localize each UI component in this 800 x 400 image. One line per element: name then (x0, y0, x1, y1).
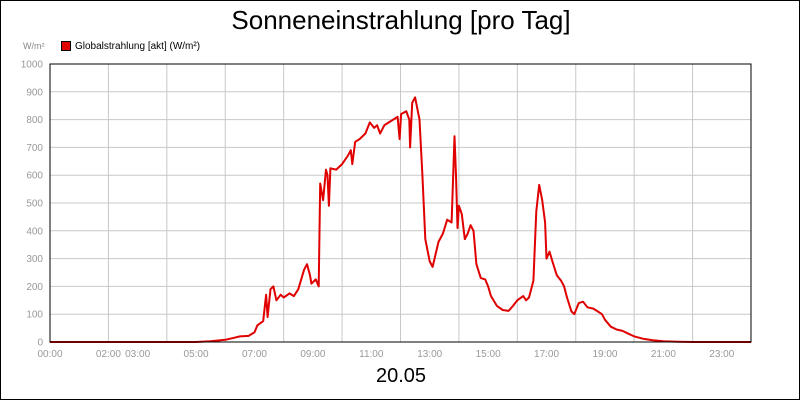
legend: Globalstrahlung [akt] (W/m²) (61, 39, 200, 53)
x-tick-label: 00:00 (37, 349, 62, 360)
y-tick-label: 700 (26, 143, 43, 154)
plot-border (49, 63, 752, 343)
x-tick-label: 17:00 (534, 349, 559, 360)
y-tick-label: 100 (26, 310, 43, 321)
x-tick-label: 05:00 (184, 349, 209, 360)
y-tick-label: 500 (26, 199, 43, 210)
x-axis-date-label: 20.05 (375, 365, 427, 387)
x-tick-label: 23:00 (709, 349, 734, 360)
legend-swatch (61, 41, 71, 51)
y-tick-label: 1000 (21, 60, 44, 71)
x-tick-label: 13:00 (417, 349, 442, 360)
x-tick-label: 21:00 (651, 349, 676, 360)
chart-title: Sonneneinstrahlung [pro Tag] (231, 5, 571, 35)
x-tick-label: 02:00 (96, 349, 121, 360)
y-tick-label: 600 (26, 171, 43, 182)
y-axis-unit-label: W/m² (23, 41, 45, 51)
x-tick-label: 03:00 (125, 349, 150, 360)
x-tick-label: 15:00 (476, 349, 501, 360)
x-tick-label: 19:00 (592, 349, 617, 360)
y-tick-label: 200 (26, 282, 43, 293)
y-tick-label: 300 (26, 254, 43, 265)
y-tick-label: 0 (37, 338, 43, 349)
legend-label: Globalstrahlung [akt] (W/m²) (75, 40, 201, 52)
series-line (50, 96, 751, 343)
x-tick-label: 11:00 (359, 349, 384, 360)
y-tick-label: 400 (26, 226, 43, 237)
x-tick-label: 07:00 (242, 349, 267, 360)
x-tick-label: 09:00 (300, 349, 325, 360)
y-tick-label: 800 (26, 115, 43, 126)
y-tick-label: 900 (26, 87, 43, 98)
